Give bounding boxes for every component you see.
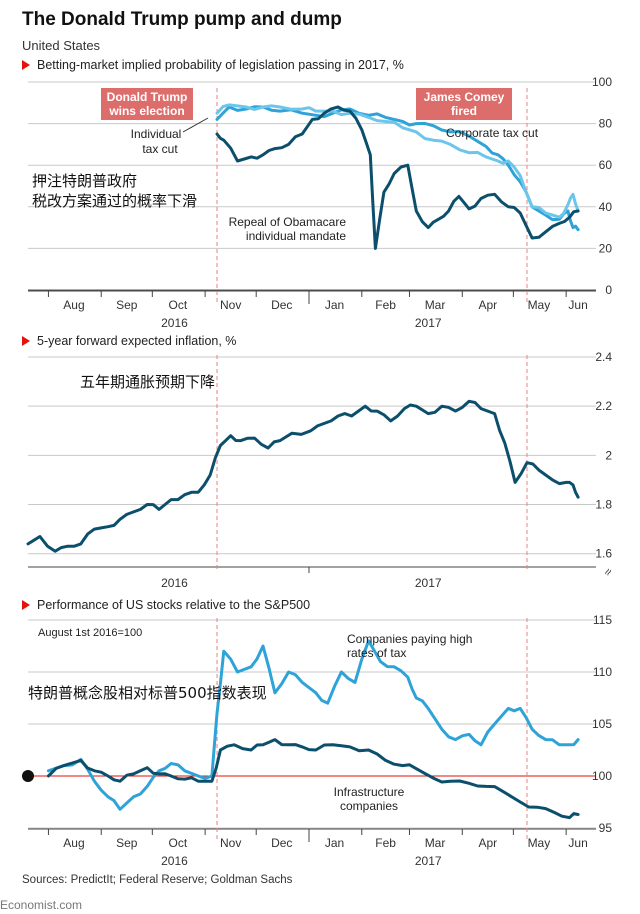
series-line-repeal-of-obamacare-individual-mandate bbox=[215, 105, 580, 250]
event-label: Donald Trump bbox=[107, 90, 188, 104]
x-tick-label: Jun bbox=[568, 298, 587, 312]
series-line-companies-paying-high-rates-of-tax bbox=[46, 639, 580, 811]
y-tick-label: 2 bbox=[605, 448, 612, 462]
x-tick-label: Aug bbox=[63, 298, 84, 312]
annotation-individual-tax-cut: Individual bbox=[131, 127, 182, 141]
x-tick-label: May bbox=[528, 836, 551, 850]
chart-subtitle: United States bbox=[22, 38, 101, 53]
annotation-corporate-tax-cut: Corporate tax cut bbox=[446, 126, 539, 140]
annotation-individual-tax-cut: tax cut bbox=[142, 142, 178, 156]
x-tick-label: Apr bbox=[478, 298, 497, 312]
year-label: 2016 bbox=[161, 316, 188, 330]
y-tick-label: 110 bbox=[593, 665, 612, 679]
x-tick-label: Dec bbox=[271, 298, 292, 312]
annotation-high-tax-companies: Companies paying high bbox=[347, 632, 472, 646]
x-tick-label: Dec bbox=[271, 836, 292, 850]
year-label: 2016 bbox=[161, 576, 188, 590]
x-tick-label: Oct bbox=[169, 298, 188, 312]
red-triangle-icon bbox=[22, 600, 30, 610]
red-triangle-icon bbox=[22, 336, 30, 346]
x-tick-label: Aug bbox=[63, 836, 84, 850]
y-tick-label: 2.2 bbox=[595, 399, 612, 413]
event-label: fired bbox=[451, 104, 477, 118]
y-tick-label: 40 bbox=[599, 200, 613, 214]
y-tick-label: 0 bbox=[605, 283, 612, 297]
y-tick-label: 115 bbox=[593, 613, 612, 627]
panel2-title: 5-year forward expected inflation, % bbox=[22, 334, 236, 348]
chart-title: The Donald Trump pump and dump bbox=[22, 9, 342, 30]
event-label: James Comey bbox=[424, 90, 505, 104]
series-line-individual-tax-cut bbox=[215, 103, 580, 219]
x-tick-label: Feb bbox=[375, 298, 396, 312]
annotation-infrastructure: companies bbox=[340, 799, 398, 813]
y-tick-label: 1.6 bbox=[595, 547, 612, 561]
series-line-infrastructure-companies bbox=[46, 738, 580, 820]
x-tick-label: Mar bbox=[425, 836, 446, 850]
x-tick-label: Jun bbox=[568, 836, 587, 850]
x-tick-label: Jan bbox=[325, 836, 344, 850]
site-credit: Economist.com bbox=[0, 898, 83, 912]
y-tick-label: 95 bbox=[599, 821, 613, 835]
y-tick-label: 100 bbox=[592, 75, 612, 89]
annotation-cn: 五年期通胀预期下降 bbox=[80, 373, 215, 391]
annotation-high-tax-companies: rates of tax bbox=[347, 646, 406, 660]
red-triangle-icon bbox=[22, 60, 30, 70]
y-tick-label: 100 bbox=[592, 769, 612, 783]
year-label: 2017 bbox=[415, 854, 442, 868]
x-tick-label: Sep bbox=[116, 836, 138, 850]
annotation-leader bbox=[182, 117, 209, 133]
x-tick-label: Apr bbox=[478, 836, 497, 850]
x-tick-label: Oct bbox=[169, 836, 188, 850]
y-tick-label: 105 bbox=[592, 717, 612, 731]
annotation-infrastructure: Infrastructure bbox=[334, 785, 405, 799]
annotation-cn: 特朗普概念股相对标普500指数表现 bbox=[28, 684, 267, 702]
event-label: wins election bbox=[108, 104, 184, 118]
x-tick-label: Sep bbox=[116, 298, 138, 312]
event-label-box bbox=[101, 88, 193, 120]
panel1-title: Betting-market implied probability of le… bbox=[22, 58, 404, 72]
annotation-cn: 税改方案通过的概率下滑 bbox=[32, 192, 197, 210]
x-tick-label: Nov bbox=[220, 836, 241, 850]
series-line-corporate-tax-cut bbox=[215, 105, 580, 232]
base-point-marker bbox=[22, 770, 34, 782]
sources-note: Sources: PredictIt; Federal Reserve; Gol… bbox=[22, 874, 293, 886]
panel3-title: Performance of US stocks relative to the… bbox=[22, 598, 310, 612]
annotation-obamacare-repeal: Repeal of Obamacare bbox=[229, 215, 347, 229]
year-label: 2017 bbox=[415, 316, 442, 330]
y-tick-label: 2.4 bbox=[595, 350, 612, 364]
base-note: August 1st 2016=100 bbox=[38, 627, 142, 639]
series-line-panel2 bbox=[26, 399, 580, 553]
x-tick-label: Feb bbox=[375, 836, 396, 850]
annotation-cn: 押注特朗普政府 bbox=[32, 172, 137, 190]
x-tick-label: Jan bbox=[325, 298, 344, 312]
y-tick-label: 20 bbox=[599, 241, 613, 255]
y-tick-label: 80 bbox=[599, 117, 613, 131]
axis-break-icon: ≈ bbox=[600, 565, 616, 578]
y-tick-label: 60 bbox=[599, 158, 613, 172]
year-label: 2017 bbox=[415, 576, 442, 590]
x-tick-label: Nov bbox=[220, 298, 241, 312]
x-tick-label: Mar bbox=[425, 298, 446, 312]
annotation-obamacare-repeal: individual mandate bbox=[246, 229, 346, 243]
y-tick-label: 1.8 bbox=[595, 498, 612, 512]
year-label: 2016 bbox=[161, 854, 188, 868]
event-label-box bbox=[416, 88, 512, 120]
x-tick-label: May bbox=[528, 298, 551, 312]
